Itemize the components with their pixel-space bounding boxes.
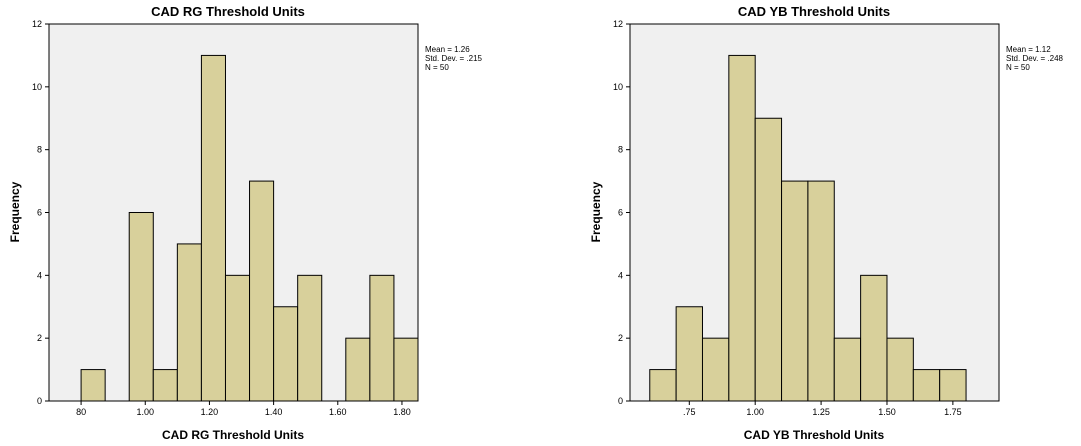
x-axis-label: CAD RG Threshold Units xyxy=(162,428,304,442)
histogram-bar-3 xyxy=(701,337,730,402)
y-tick-label: 10 xyxy=(32,82,42,92)
histogram-bar-6 xyxy=(224,274,251,402)
bars xyxy=(80,54,419,402)
y-tick-label: 12 xyxy=(32,19,42,29)
histogram-cad-yb: CAD YB Threshold Units 0 2 4 6 8 10 12 .75 1.00… xyxy=(589,4,1064,442)
histogram-bar-11 xyxy=(369,274,395,402)
histogram-bar-6 xyxy=(781,180,809,402)
x-tick-label: 1.50 xyxy=(878,407,896,417)
x-axis-ticks: 80 1.00 1.20 1.40 1.60 1.80 xyxy=(76,401,411,417)
histogram-bar-7 xyxy=(249,180,275,402)
histogram-bar-1 xyxy=(649,369,677,402)
stats-mean: Mean = 1.12 xyxy=(1006,45,1051,54)
x-axis-ticks: .75 1.00 1.25 1.50 1.75 xyxy=(683,401,962,417)
histogram-bar-12 xyxy=(939,369,967,402)
histogram-bar-1 xyxy=(80,369,106,402)
x-tick-label: 1.00 xyxy=(746,407,764,417)
stats-n: N = 50 xyxy=(425,63,449,72)
histogram-bar-9 xyxy=(860,274,888,402)
histogram-bar-8 xyxy=(273,306,299,402)
histogram-bar-10 xyxy=(345,337,371,402)
y-tick-label: 6 xyxy=(37,208,42,218)
y-tick-label: 10 xyxy=(613,82,623,92)
y-tick-label: 4 xyxy=(618,270,623,280)
histogram-bar-9 xyxy=(297,274,323,402)
stats-std-dev: Std. Dev. = .248 xyxy=(1006,54,1064,63)
y-tick-label: 0 xyxy=(618,396,623,406)
y-tick-label: 0 xyxy=(37,396,42,406)
chart-title: CAD YB Threshold Units xyxy=(738,4,890,19)
histogram-bar-10 xyxy=(886,337,914,402)
y-tick-label: 2 xyxy=(37,333,42,343)
y-tick-label: 8 xyxy=(37,145,42,155)
x-tick-label: 1.00 xyxy=(136,407,154,417)
histogram-bar-3 xyxy=(152,369,178,402)
stats-n: N = 50 xyxy=(1006,63,1030,72)
histogram-bar-4 xyxy=(176,243,202,402)
x-tick-label: .75 xyxy=(683,407,696,417)
bars xyxy=(649,54,967,402)
x-tick-label: 1.60 xyxy=(329,407,347,417)
x-tick-label: 1.25 xyxy=(812,407,830,417)
x-tick-label: 1.40 xyxy=(265,407,283,417)
histogram-bar-8 xyxy=(833,337,862,402)
y-tick-label: 12 xyxy=(613,19,623,29)
y-tick-label: 6 xyxy=(618,208,623,218)
y-axis-ticks: 0 2 4 6 8 10 12 xyxy=(613,19,630,406)
x-tick-label: 80 xyxy=(76,407,86,417)
x-axis-label: CAD YB Threshold Units xyxy=(744,428,885,442)
histogram-bar-2 xyxy=(128,212,154,402)
histogram-bar-7 xyxy=(807,180,835,402)
y-tick-label: 4 xyxy=(37,270,42,280)
y-tick-label: 2 xyxy=(618,333,623,343)
y-axis-label: Frequency xyxy=(589,181,603,242)
y-tick-label: 8 xyxy=(618,145,623,155)
histogram-bar-5 xyxy=(200,54,226,402)
histogram-cad-rg: CAD RG Threshold Units 0 2 4 6 8 10 12 80 1.00 1… xyxy=(8,4,483,442)
x-tick-label: 1.80 xyxy=(393,407,411,417)
stats-mean: Mean = 1.26 xyxy=(425,45,470,54)
y-axis-label: Frequency xyxy=(8,181,22,242)
x-tick-label: 1.75 xyxy=(944,407,962,417)
histogram-bar-2 xyxy=(675,306,703,402)
y-axis-ticks: 0 2 4 6 8 10 12 xyxy=(32,19,49,406)
histogram-bar-12 xyxy=(393,337,419,402)
stats-std-dev: Std. Dev. = .215 xyxy=(425,54,483,63)
histogram-bar-5 xyxy=(754,117,783,402)
chart-title: CAD RG Threshold Units xyxy=(151,4,305,19)
x-tick-label: 1.20 xyxy=(201,407,219,417)
histogram-bar-4 xyxy=(728,54,756,402)
histogram-bar-11 xyxy=(912,369,941,402)
